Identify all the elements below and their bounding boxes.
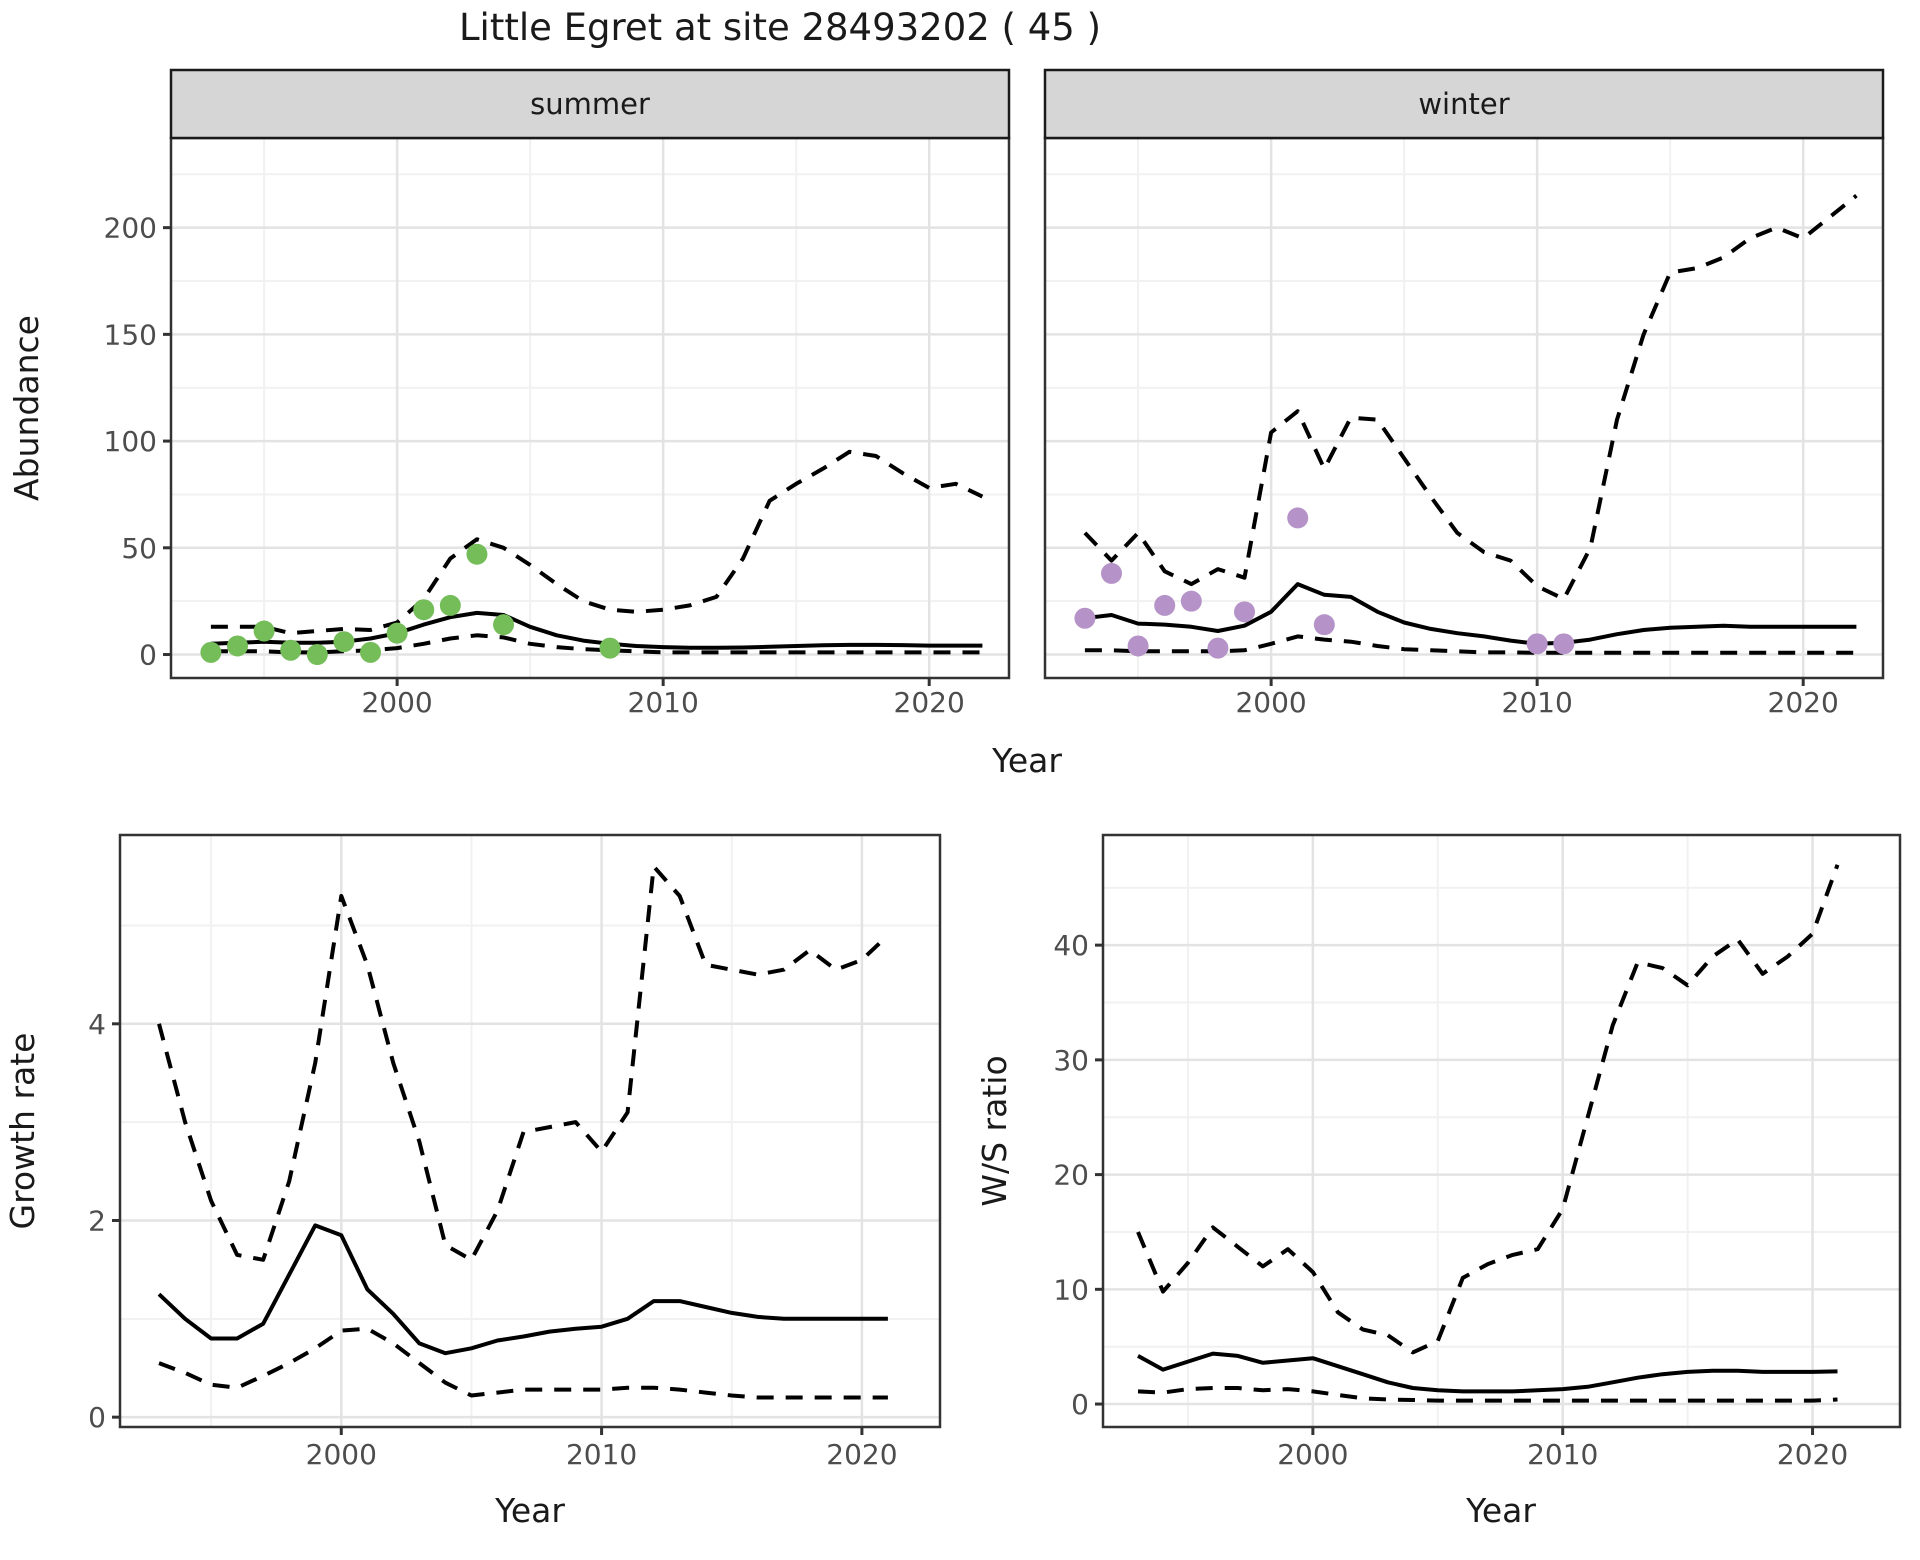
data-point xyxy=(1180,590,1202,612)
x-tick-label: 2010 xyxy=(1527,1438,1598,1471)
facet-strip-label: summer xyxy=(530,87,650,121)
panel-abundance-summer: summer 2000 2010 2020 0 50 100 150 200 Abundance Y… xyxy=(7,68,1062,780)
x-tick-label: 2010 xyxy=(566,1438,637,1471)
y-axis-title: Growth rate xyxy=(3,1033,42,1230)
ci-lower-line xyxy=(1137,1386,1838,1403)
y-tick-label: 40 xyxy=(1053,929,1089,962)
panel-abundance-winter: winter 2000 2010 2020 xyxy=(1043,68,1885,719)
fitted-line xyxy=(1084,582,1857,646)
y-tick-label: 0 xyxy=(139,639,157,672)
plot-panel xyxy=(1103,835,1900,1427)
observed-points xyxy=(1074,507,1575,659)
data-point xyxy=(1074,607,1096,629)
x-tick-label: 2000 xyxy=(1235,686,1306,719)
ci-lower-line xyxy=(210,633,983,655)
data-point xyxy=(360,641,382,663)
data-point xyxy=(1101,562,1123,584)
data-point xyxy=(599,637,621,659)
facet-strip-summer xyxy=(169,68,1011,140)
ci-lower-line xyxy=(158,1326,888,1400)
facet-strip-winter xyxy=(1043,68,1885,140)
panel-ws-ratio: 2000 2010 2020 0 10 20 30 40 W/S ratio Year xyxy=(975,833,1902,1530)
data-point xyxy=(1526,633,1548,655)
x-tick-label: 2000 xyxy=(1277,1438,1348,1471)
data-point xyxy=(1234,601,1256,623)
data-point xyxy=(227,635,249,657)
fitted-line xyxy=(1137,1351,1838,1394)
x-axis-title: Year xyxy=(991,741,1062,780)
data-point xyxy=(1127,635,1149,657)
data-point xyxy=(1207,637,1229,659)
x-tick-label: 2020 xyxy=(826,1438,897,1471)
y-tick-label: 20 xyxy=(1053,1159,1089,1192)
x-tick-label: 2010 xyxy=(1502,686,1573,719)
y-tick-label: 2 xyxy=(88,1204,106,1237)
data-point xyxy=(1553,633,1575,655)
x-tick-label: 2020 xyxy=(1777,1438,1848,1471)
y-tick-label: 0 xyxy=(88,1401,106,1434)
data-point xyxy=(439,594,461,616)
fitted-line xyxy=(157,1223,888,1356)
plot-panel xyxy=(171,138,1009,678)
facet-strip-label: winter xyxy=(1418,87,1509,121)
x-axis-title: Year xyxy=(1465,1491,1536,1530)
data-point xyxy=(200,641,222,663)
data-point xyxy=(493,614,515,636)
data-point xyxy=(466,543,488,565)
panel-border xyxy=(118,833,942,1429)
y-tick-label: 4 xyxy=(88,1008,106,1041)
data-point xyxy=(333,631,355,653)
x-tick-label: 2020 xyxy=(1768,686,1839,719)
y-tick-label: 10 xyxy=(1053,1273,1089,1306)
x-axis-title: Year xyxy=(494,1491,565,1530)
y-tick-label: 0 xyxy=(1071,1388,1089,1421)
y-tick-label: 50 xyxy=(121,532,157,565)
data-point xyxy=(413,599,435,621)
data-point xyxy=(1287,507,1309,529)
ci-upper-line xyxy=(1136,864,1840,1355)
data-point xyxy=(386,622,408,644)
x-tick-label: 2000 xyxy=(361,686,432,719)
y-axis-title: Abundance xyxy=(7,315,46,501)
x-tick-label: 2010 xyxy=(628,686,699,719)
data-point xyxy=(306,644,328,666)
observed-points xyxy=(200,543,621,666)
data-point xyxy=(1154,594,1176,616)
y-tick-label: 30 xyxy=(1053,1044,1089,1077)
x-tick-label: 2000 xyxy=(306,1438,377,1471)
figure-title: Little Egret at site 28493202 ( 45 ) xyxy=(458,6,1102,49)
data-point xyxy=(280,639,302,661)
data-point xyxy=(253,620,275,642)
data-point xyxy=(1313,614,1335,636)
y-tick-label: 100 xyxy=(104,425,157,458)
plot-panel xyxy=(120,835,940,1427)
y-tick-label: 200 xyxy=(104,212,157,245)
ci-upper-line xyxy=(1083,194,1858,601)
panel-growth-rate: 2000 2010 2020 0 2 4 Growth rate Year xyxy=(3,833,942,1530)
y-axis-title: W/S ratio xyxy=(975,1055,1014,1206)
panel-border xyxy=(1101,833,1902,1429)
ci-upper-line xyxy=(157,864,890,1262)
y-tick-label: 150 xyxy=(104,318,157,351)
x-tick-label: 2020 xyxy=(894,686,965,719)
ci-upper-line xyxy=(210,449,984,636)
